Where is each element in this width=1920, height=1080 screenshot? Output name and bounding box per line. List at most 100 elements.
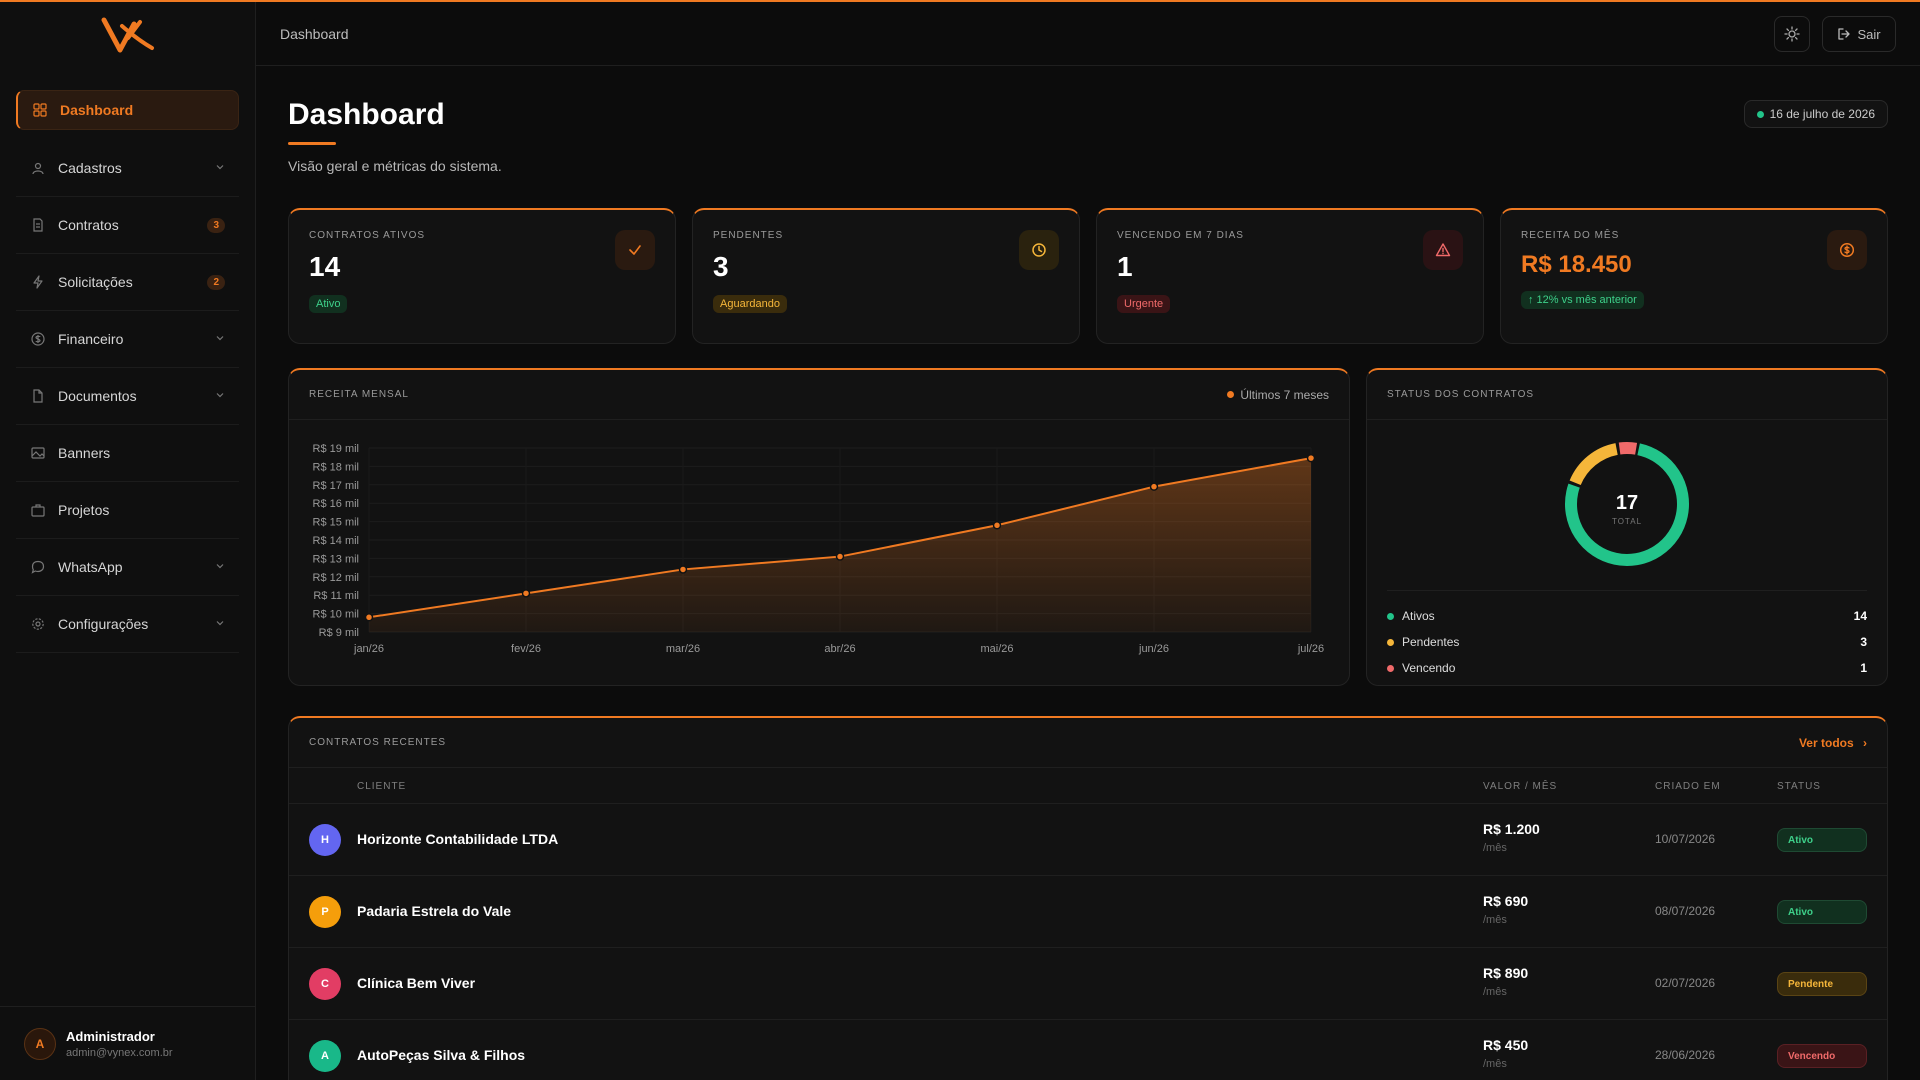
table-row[interactable]: H Horizonte Contabilidade LTDA R$ 1.200/mê…: [289, 804, 1887, 876]
chevron-down-icon: [215, 618, 225, 631]
legend-label: Ativos: [1402, 609, 1435, 623]
stat-card[interactable]: CONTRATOS ATIVOS 14 Ativo: [288, 208, 676, 344]
value-period: /mês: [1483, 842, 1507, 854]
sidebar-item-dashboard[interactable]: Dashboard: [16, 90, 239, 130]
client-name: Padaria Estrela do Vale: [357, 903, 512, 919]
range-filter[interactable]: Últimos 7 meses: [1227, 388, 1329, 402]
sidebar-item-solicitacoes[interactable]: Solicitações 2: [16, 254, 239, 311]
client-name: Clínica Bem Viver: [357, 975, 476, 991]
chat-icon: [30, 559, 46, 575]
y-tick-label: R$ 10 mil: [313, 609, 359, 621]
table-row[interactable]: C Clínica Bem Viver R$ 890/mês 02/07/2026 Pe…: [289, 948, 1887, 1020]
y-tick-label: R$ 16 mil: [313, 498, 359, 510]
stat-label: RECEITA DO MÊS: [1521, 230, 1620, 241]
created-date: 08/07/2026: [1655, 904, 1716, 918]
stat-value: 3: [713, 251, 729, 282]
file-icon: [30, 217, 46, 233]
sidebar-item-cadastros[interactable]: Cadastros: [16, 140, 239, 197]
sidebar-item-label: Configurações: [58, 616, 149, 632]
contract-value: R$ 1.200: [1483, 821, 1540, 837]
status-panel: STATUS DOS CONTRATOS 17 TOTAL Ativos 14 Pe…: [1366, 368, 1888, 686]
user-profile[interactable]: A Administrador admin@vynex.com.br: [0, 1006, 256, 1080]
data-point: [364, 613, 374, 622]
avatar: P: [309, 896, 341, 928]
check-icon: [615, 230, 655, 270]
avatar: H: [309, 824, 341, 856]
y-tick-label: R$ 9 mil: [319, 627, 359, 639]
sidebar-item-configuracoes[interactable]: Configurações: [16, 596, 239, 653]
sidebar-item-projetos[interactable]: Projetos: [16, 482, 239, 539]
count-badge: 2: [207, 274, 225, 290]
revenue-panel: RECEITA MENSAL Últimos 7 meses R$ 9 mil R…: [288, 368, 1350, 686]
x-tick-label: mai/26: [980, 643, 1013, 655]
user-name: Administrador: [66, 1028, 155, 1044]
donut-segment-ativos: [1565, 442, 1689, 566]
avatar: A: [24, 1027, 56, 1060]
legend-value: 3: [1860, 635, 1867, 649]
stat-value: 14: [309, 251, 341, 282]
y-tick-label: R$ 11 mil: [313, 590, 359, 602]
briefcase-icon: [30, 502, 46, 518]
status-dot: [1756, 110, 1764, 118]
y-tick-label: R$ 13 mil: [313, 553, 359, 565]
created-date: 28/06/2026: [1655, 1048, 1716, 1062]
avatar: A: [309, 1040, 341, 1072]
topbar: Dashboard Sair: [256, 2, 1920, 66]
stat-card[interactable]: PENDENTES 3 Aguardando: [692, 208, 1080, 344]
data-point: [1149, 482, 1159, 491]
data-point: [835, 552, 845, 561]
brand-logo[interactable]: [100, 16, 156, 56]
x-tick-label: jun/26: [1138, 643, 1169, 655]
legend-item: Vencendo 1: [1387, 655, 1867, 681]
logout-button[interactable]: Sair: [1822, 16, 1896, 52]
sidebar-item-whatsapp[interactable]: WhatsApp: [16, 539, 239, 596]
table-row[interactable]: P Padaria Estrela do Vale R$ 690/mês 08/07/…: [289, 876, 1887, 948]
dollar-icon: [30, 331, 46, 347]
data-point: [678, 565, 688, 574]
sidebar-item-label: WhatsApp: [58, 559, 123, 575]
view-all-link[interactable]: Ver todos ›: [1799, 736, 1867, 750]
legend-item: Pendentes 3: [1387, 629, 1867, 655]
donut-total-label: TOTAL: [1611, 517, 1643, 526]
gear-icon: [30, 616, 46, 632]
table-header: CLIENTE VALOR / MÊS CRIADO EM STATUS: [289, 768, 1887, 804]
theme-toggle-button[interactable]: [1774, 16, 1810, 52]
x-tick-label: mar/26: [666, 643, 700, 655]
legend-dot: [1387, 664, 1394, 672]
contracts-table-body: H Horizonte Contabilidade LTDA R$ 1.200/mê…: [289, 804, 1887, 1080]
logout-label: Sair: [1857, 26, 1881, 42]
stat-label: VENCENDO EM 7 DIAS: [1117, 230, 1244, 241]
y-tick-label: R$ 19 mil: [313, 443, 359, 455]
avatar: C: [309, 968, 341, 1000]
dollar-circle-icon: [1827, 230, 1867, 270]
x-tick-label: jan/26: [353, 643, 384, 655]
col-created: CRIADO EM: [1655, 781, 1721, 792]
y-tick-label: R$ 17 mil: [313, 480, 359, 492]
stat-card[interactable]: VENCENDO EM 7 DIAS 1 Urgente: [1096, 208, 1484, 344]
sidebar-item-label: Banners: [58, 445, 111, 461]
client-name: Horizonte Contabilidade LTDA: [357, 831, 559, 847]
chevron-down-icon: [215, 561, 225, 574]
sidebar-item-financeiro[interactable]: Financeiro: [16, 311, 239, 368]
recent-title: CONTRATOS RECENTES: [309, 737, 447, 748]
status-badge: Ativo: [1777, 828, 1867, 852]
legend-item: Ativos 14: [1387, 603, 1867, 629]
sidebar-item-contratos[interactable]: Contratos 3: [16, 197, 239, 254]
legend-value: 1: [1860, 661, 1867, 675]
col-value: VALOR / MÊS: [1483, 781, 1558, 792]
x-tick-label: jul/26: [1297, 643, 1324, 655]
x-tick-label: abr/26: [824, 643, 855, 655]
image-icon: [30, 445, 46, 461]
sun-icon: [1784, 26, 1800, 42]
sidebar-item-label: Cadastros: [58, 160, 122, 176]
grid-icon: [32, 102, 48, 118]
stat-card[interactable]: RECEITA DO MÊS R$ 18.450 ↑ 12% vs mês ante…: [1500, 208, 1888, 344]
col-status: STATUS: [1777, 781, 1821, 792]
status-badge: Ativo: [1777, 900, 1867, 924]
top-accent-line: [0, 0, 1920, 2]
revenue-chart: R$ 9 mil R$ 10 mil R$ 11 mil R$ 12 mil R$ 13…: [313, 443, 1325, 655]
table-row[interactable]: A AutoPeças Silva & Filhos R$ 450/mês 28/06…: [289, 1020, 1887, 1080]
breadcrumb[interactable]: Dashboard: [280, 25, 349, 42]
sidebar-item-documentos[interactable]: Documentos: [16, 368, 239, 425]
sidebar-item-banners[interactable]: Banners: [16, 425, 239, 482]
